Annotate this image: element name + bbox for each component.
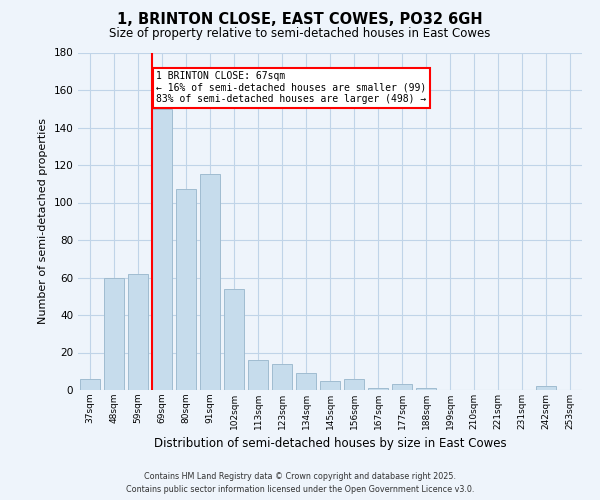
Bar xyxy=(536,386,556,390)
Bar xyxy=(224,289,244,390)
Bar xyxy=(296,373,316,390)
Text: Size of property relative to semi-detached houses in East Cowes: Size of property relative to semi-detach… xyxy=(109,28,491,40)
Bar xyxy=(104,278,124,390)
Bar xyxy=(152,109,172,390)
Bar xyxy=(272,364,292,390)
Bar xyxy=(176,190,196,390)
Bar xyxy=(320,380,340,390)
Text: 1 BRINTON CLOSE: 67sqm
← 16% of semi-detached houses are smaller (99)
83% of sem: 1 BRINTON CLOSE: 67sqm ← 16% of semi-det… xyxy=(156,71,427,104)
X-axis label: Distribution of semi-detached houses by size in East Cowes: Distribution of semi-detached houses by … xyxy=(154,438,506,450)
Bar xyxy=(368,388,388,390)
Text: 1, BRINTON CLOSE, EAST COWES, PO32 6GH: 1, BRINTON CLOSE, EAST COWES, PO32 6GH xyxy=(117,12,483,28)
Bar xyxy=(344,379,364,390)
Bar xyxy=(200,174,220,390)
Bar xyxy=(392,384,412,390)
Bar xyxy=(416,388,436,390)
Bar xyxy=(248,360,268,390)
Bar xyxy=(80,379,100,390)
Y-axis label: Number of semi-detached properties: Number of semi-detached properties xyxy=(38,118,48,324)
Text: Contains HM Land Registry data © Crown copyright and database right 2025.
Contai: Contains HM Land Registry data © Crown c… xyxy=(126,472,474,494)
Bar xyxy=(128,274,148,390)
